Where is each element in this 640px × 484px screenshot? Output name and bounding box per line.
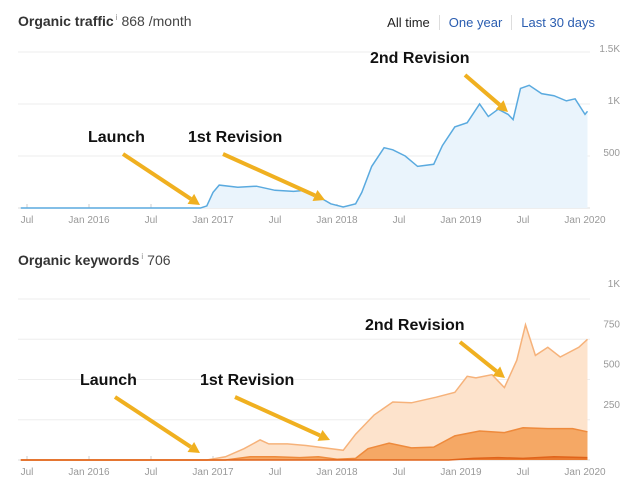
tab-one-year[interactable]: One year (438, 15, 511, 30)
series-area-total (20, 324, 588, 460)
x-tick-label: Jan 2018 (316, 467, 358, 478)
x-tick-label: Jan 2017 (192, 215, 234, 226)
y-tick-label: 1K (608, 279, 621, 290)
x-tick-label: Jul (145, 215, 158, 226)
annotation-label: Launch (88, 129, 145, 146)
info-icon[interactable]: i (115, 13, 118, 22)
x-tick-label: Jul (269, 215, 282, 226)
annotation-label: Launch (80, 372, 137, 389)
series-line-top-11-50 (20, 427, 588, 461)
x-tick-label: Jan 2019 (440, 215, 482, 226)
y-tick-label: 250 (603, 400, 620, 411)
tab-last-30-days[interactable]: Last 30 days (511, 15, 604, 30)
annotation-label: 1st Revision (200, 372, 294, 389)
arrow-head-icon (187, 193, 200, 205)
y-tick-label: 1.5K (599, 44, 620, 55)
x-tick-label: Jul (21, 467, 34, 478)
arrow-head-icon (317, 429, 330, 441)
x-tick-label: Jan 2018 (316, 215, 358, 226)
series-line-top-10 (20, 456, 588, 461)
annotation-arrow (222, 152, 316, 198)
keywords-header: Organic keywords i 706 (18, 252, 171, 268)
x-tick-label: Jul (517, 215, 530, 226)
series-line-total (20, 322, 589, 461)
arrow-head-icon (312, 190, 325, 201)
x-tick-label: Jan 2016 (68, 215, 110, 226)
annotation-arrow (463, 73, 501, 107)
x-tick-label: Jan 2020 (564, 215, 606, 226)
y-tick-label: 750 (603, 319, 620, 330)
arrow-head-icon (187, 441, 200, 453)
x-tick-label: Jan 2019 (440, 467, 482, 478)
tab-all-time[interactable]: All time (387, 15, 430, 30)
series-line-traffic (20, 84, 589, 209)
x-tick-label: Jan 2016 (68, 467, 110, 478)
annotation-label: 1st Revision (188, 129, 282, 146)
x-tick-label: Jul (145, 467, 158, 478)
x-tick-label: Jul (269, 467, 282, 478)
time-range-tabs: All time One year Last 30 days (378, 15, 604, 30)
x-tick-label: Jan 2020 (564, 467, 606, 478)
arrow-head-icon (495, 100, 508, 112)
series-area-top-11-50 (20, 427, 588, 460)
y-tick-label: 500 (603, 360, 620, 371)
series-area-traffic (20, 85, 588, 208)
annotation-arrow (234, 395, 321, 438)
keywords-title: Organic keywords (18, 252, 140, 268)
arrow-head-icon (492, 366, 505, 378)
y-tick-label: 1K (608, 96, 621, 107)
traffic-title: Organic traffic (18, 13, 114, 29)
annotation-label: 2nd Revision (365, 317, 465, 334)
x-tick-label: Jul (393, 215, 406, 226)
traffic-header: Organic traffic i 868 /month (18, 13, 192, 29)
y-tick-label: 500 (603, 148, 620, 159)
keywords-value: 706 (147, 252, 171, 268)
annotation-label: 2nd Revision (370, 50, 470, 67)
annotation-arrow (113, 395, 192, 449)
x-tick-label: Jul (517, 467, 530, 478)
x-tick-label: Jul (21, 215, 34, 226)
info-icon[interactable]: i (141, 252, 144, 261)
annotation-arrow (458, 340, 498, 373)
traffic-value: 868 /month (121, 13, 192, 29)
x-tick-label: Jul (393, 467, 406, 478)
x-tick-label: Jan 2017 (192, 467, 234, 478)
annotation-arrow (121, 152, 192, 201)
